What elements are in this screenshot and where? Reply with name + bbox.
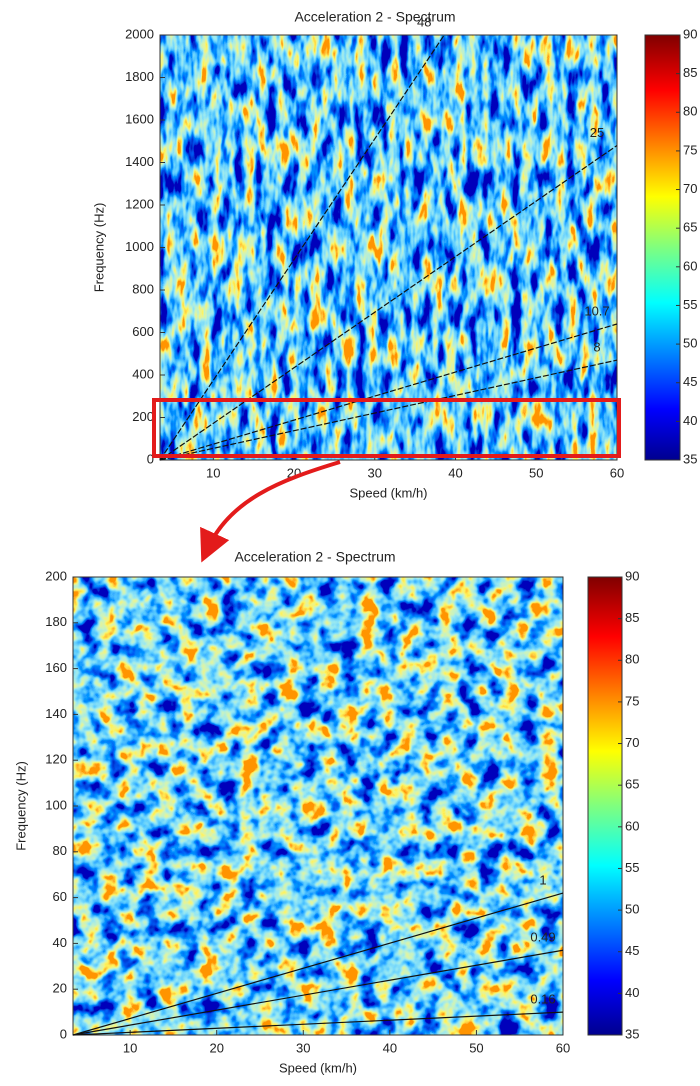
y-tick-label: 200	[45, 568, 67, 583]
colorbar-tick-label: 60	[683, 258, 697, 273]
colorbar	[644, 34, 681, 461]
y-tick-label: 2000	[125, 26, 154, 41]
y-tick-label: 180	[45, 614, 67, 629]
colorbar-tick-label: 75	[683, 142, 697, 157]
y-tick-label: 1600	[125, 111, 154, 126]
x-tick-label: 40	[448, 465, 462, 480]
y-tick-label: 400	[132, 366, 154, 381]
y-axis-label: Frequency (Hz)	[91, 203, 106, 293]
y-tick-label: 60	[53, 889, 67, 904]
zoom-arrow	[200, 460, 341, 563]
colorbar-tick-label: 40	[683, 413, 697, 428]
order-label: 0.49	[530, 930, 555, 945]
order-line	[159, 323, 618, 461]
colorbar-tick-label: 80	[683, 104, 697, 119]
colorbar-tick-label: 45	[683, 374, 697, 389]
colorbar-tick-label: 90	[625, 568, 639, 583]
y-tick-label: 0	[60, 1026, 67, 1041]
colorbar-tick-label: 70	[625, 735, 639, 750]
x-tick-label: 10	[206, 465, 220, 480]
y-tick-label: 800	[132, 281, 154, 296]
colorbar-tick-label: 50	[683, 336, 697, 351]
y-tick-label: 120	[45, 752, 67, 767]
colorbar-tick-label: 40	[625, 985, 639, 1000]
order-label: 8	[593, 340, 600, 355]
order-line	[159, 145, 618, 461]
zoom-highlight	[152, 398, 621, 458]
colorbar-tick-label: 85	[683, 65, 697, 80]
x-tick-label: 50	[529, 465, 543, 480]
chart-title: Acceleration 2 - Spectrum	[294, 9, 455, 25]
y-tick-label: 40	[53, 935, 67, 950]
y-tick-label: 1000	[125, 239, 154, 254]
chart-title: Acceleration 2 - Spectrum	[234, 549, 395, 565]
x-tick-label: 30	[368, 465, 382, 480]
colorbar-tick-label: 65	[625, 777, 639, 792]
order-line	[72, 892, 564, 1036]
x-tick-label: 40	[383, 1040, 397, 1055]
y-tick-label: 0	[147, 451, 154, 466]
colorbar-tick-label: 45	[625, 943, 639, 958]
y-tick-label: 160	[45, 660, 67, 675]
y-tick-label: 1400	[125, 154, 154, 169]
x-tick-label: 10	[123, 1040, 137, 1055]
colorbar-tick-label: 65	[683, 220, 697, 235]
colorbar-tick-label: 55	[625, 860, 639, 875]
order-label: 1	[539, 872, 546, 887]
order-line	[72, 1011, 564, 1036]
x-axis-label: Speed (km/h)	[349, 485, 427, 500]
colorbar-tick-label: 80	[625, 652, 639, 667]
colorbar-tick-label: 55	[683, 297, 697, 312]
y-tick-label: 140	[45, 706, 67, 721]
x-tick-label: 60	[556, 1040, 570, 1055]
colorbar-tick-label: 50	[625, 902, 639, 917]
order-label: 0.16	[530, 992, 555, 1007]
colorbar-tick-label: 35	[625, 1026, 639, 1041]
x-tick-label: 50	[469, 1040, 483, 1055]
order-label: 48	[417, 14, 431, 29]
y-tick-label: 200	[132, 409, 154, 424]
y-tick-label: 100	[45, 797, 67, 812]
order-label: 25	[590, 125, 604, 140]
y-tick-label: 600	[132, 324, 154, 339]
colorbar-tick-label: 35	[683, 451, 697, 466]
colorbar	[587, 576, 623, 1036]
heatmap-texture	[73, 577, 563, 1035]
y-axis-label: Frequency (Hz)	[13, 761, 28, 851]
x-tick-label: 30	[296, 1040, 310, 1055]
colorbar-tick-label: 60	[625, 818, 639, 833]
x-tick-label: 60	[610, 465, 624, 480]
colorbar-tick-label: 70	[683, 181, 697, 196]
colorbar-tick-label: 75	[625, 693, 639, 708]
charts: Acceleration 2 - Spectrum Speed (km/h) Fre…	[13, 9, 697, 1076]
x-axis-label: Speed (km/h)	[279, 1060, 357, 1075]
order-line	[72, 949, 564, 1036]
y-tick-label: 20	[53, 981, 67, 996]
heatmap-texture	[160, 35, 617, 460]
order-line	[159, 359, 618, 461]
order-line	[159, 34, 445, 461]
y-tick-label: 1200	[125, 196, 154, 211]
order-label: 10.7	[584, 303, 609, 318]
colorbar-tick-label: 85	[625, 610, 639, 625]
y-tick-label: 80	[53, 843, 67, 858]
y-tick-label: 1800	[125, 69, 154, 84]
x-tick-label: 20	[209, 1040, 223, 1055]
colorbar-tick-label: 90	[683, 26, 697, 41]
